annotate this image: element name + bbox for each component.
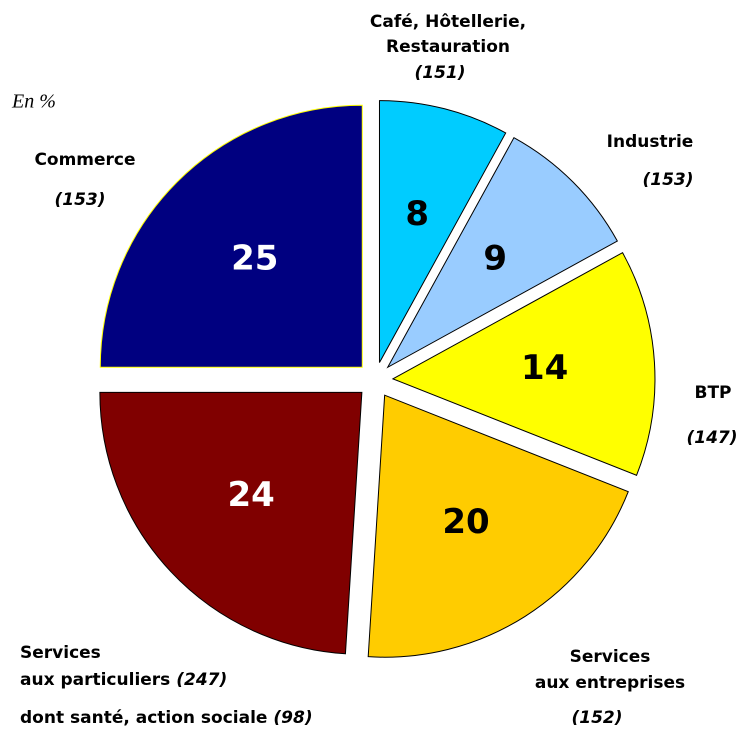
value-label: 9 (483, 238, 507, 278)
pie-slice (391, 251, 656, 476)
category-label: Restauration (386, 37, 510, 57)
value-label: 25 (231, 238, 278, 278)
pie-slice (367, 394, 629, 658)
count-label: (153) (642, 170, 693, 190)
category-line: Services (570, 647, 651, 667)
category-label: aux particuliers (247) (20, 670, 227, 690)
category-label: BTP (694, 383, 731, 403)
category-label: aux entreprises (535, 673, 685, 693)
category-line: Restauration (386, 37, 510, 57)
value-label: 14 (521, 348, 568, 388)
category-label: Services (570, 647, 651, 667)
annotation: dont santé, action sociale (98) (20, 708, 313, 728)
unit-note: En % (11, 91, 56, 113)
category-line: Industrie (607, 132, 694, 152)
annotation-count: (98) (273, 708, 312, 728)
category-line: Services (20, 643, 101, 663)
category-line: Café, Hôtellerie, (370, 12, 526, 32)
category-line: aux entreprises (535, 673, 685, 693)
pie-slice (386, 137, 618, 369)
pie-slice (99, 104, 363, 368)
count-label: (247) (176, 670, 227, 690)
category-label: Café, Hôtellerie, (370, 12, 526, 32)
value-label: 20 (442, 502, 489, 542)
count-label: (152) (571, 708, 622, 728)
pie-slice (378, 100, 507, 363)
count-label: (151) (414, 63, 465, 83)
category-label: Services (20, 643, 101, 663)
category-line: BTP (694, 383, 731, 403)
count-label: (147) (686, 428, 737, 448)
count-label: (153) (54, 190, 105, 210)
annotation-text: dont santé, action sociale (20, 708, 267, 728)
category-line: aux particuliers (20, 670, 170, 690)
value-label: 24 (227, 475, 274, 515)
category-label: Commerce (34, 150, 135, 170)
category-line: Commerce (34, 150, 135, 170)
pie-slice (99, 391, 363, 655)
value-label: 8 (405, 194, 429, 234)
category-label: Industrie (607, 132, 694, 152)
